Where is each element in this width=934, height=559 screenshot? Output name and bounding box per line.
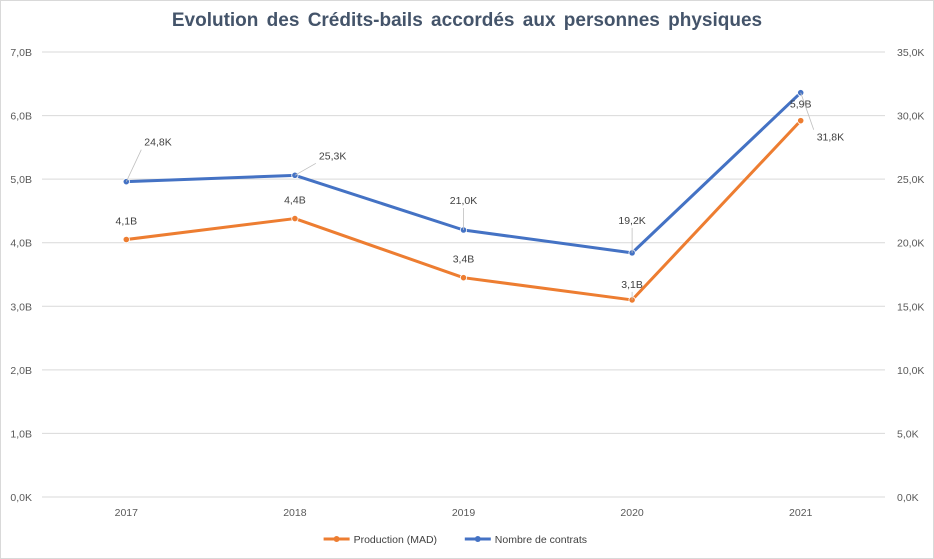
- y-left-tick-label: 0,0K: [10, 492, 32, 504]
- y-right-tick-label: 20,0K: [897, 238, 924, 250]
- x-tick-label: 2020: [620, 507, 644, 519]
- data-point-production-mad: [459, 274, 468, 282]
- legend-swatch-marker: [474, 536, 481, 542]
- y-right-tick-label: 5,0K: [897, 428, 919, 440]
- legend-label: Nombre de contrats: [495, 534, 587, 546]
- y-left-tick-label: 6,0B: [10, 111, 32, 123]
- data-label-nombre-de-contrats: 25,3K: [319, 150, 346, 162]
- y-right-tick-label: 35,0K: [897, 47, 924, 59]
- label-leader-line: [294, 162, 317, 176]
- y-left-tick-label: 3,0B: [10, 301, 32, 313]
- y-left-tick-label: 5,0B: [10, 174, 32, 186]
- chart-title: Evolution des Crédits-bails accordés aux…: [171, 10, 763, 31]
- data-point-nombre-de-contrats: [291, 171, 299, 179]
- data-label-nombre-de-contrats: 21,0K: [450, 195, 477, 207]
- y-right-tick-label: 15,0K: [897, 301, 924, 313]
- data-point-production-mad: [122, 235, 130, 244]
- data-label-nombre-de-contrats: 24,8K: [144, 137, 171, 149]
- label-leader-line: [800, 92, 815, 130]
- data-label-nombre-de-contrats: 19,2K: [618, 215, 645, 227]
- y-left-tick-label: 1,0B: [10, 428, 32, 440]
- data-point-production-mad: [797, 117, 805, 125]
- y-right-tick-label: 25,0K: [897, 174, 924, 186]
- y-left-tick-label: 4,0B: [10, 238, 32, 250]
- data-label-production-mad: 3,1B: [621, 279, 643, 291]
- x-tick-label: 2019: [452, 507, 476, 519]
- y-left-tick-label: 7,0B: [10, 47, 32, 59]
- data-label-production-mad: 5,9B: [790, 99, 812, 111]
- legend-swatch-marker: [333, 536, 340, 542]
- y-right-tick-label: 30,0K: [897, 111, 924, 123]
- x-tick-label: 2018: [283, 507, 307, 519]
- data-point-production-mad: [291, 214, 299, 223]
- legend-label: Production (MAD): [354, 534, 437, 546]
- y-right-tick-label: 0,0K: [897, 492, 919, 504]
- y-left-tick-label: 2,0B: [10, 365, 32, 377]
- data-label-production-mad: 3,4B: [453, 254, 475, 266]
- label-leader-line: [125, 149, 142, 182]
- x-tick-label: 2017: [115, 507, 139, 519]
- data-label-production-mad: 4,4B: [284, 195, 306, 207]
- data-label-nombre-de-contrats: 31,8K: [817, 132, 844, 144]
- x-tick-label: 2021: [789, 507, 813, 519]
- data-label-production-mad: 4,1B: [115, 216, 137, 228]
- y-right-tick-label: 10,0K: [897, 365, 924, 377]
